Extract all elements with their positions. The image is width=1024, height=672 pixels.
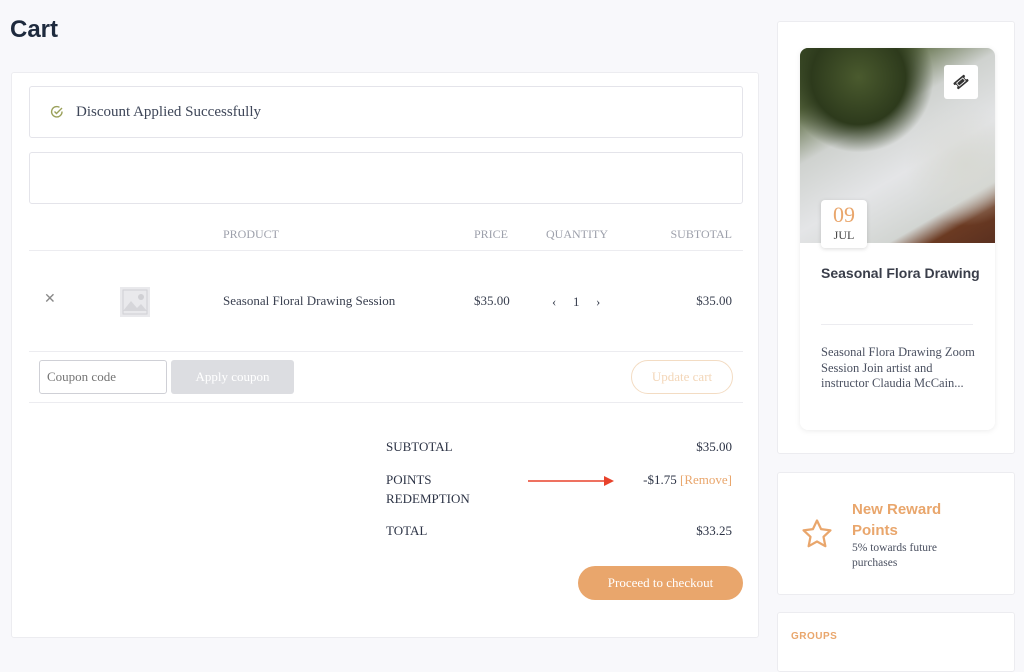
event-widget: 09 JUL Seasonal Flora Drawing Seasonal F… bbox=[777, 21, 1015, 454]
remove-item-icon[interactable]: ✕ bbox=[44, 292, 56, 307]
reward-widget: New Reward Points 5% towards future purch… bbox=[777, 472, 1015, 595]
notice-text: Discount Applied Successfully bbox=[76, 103, 261, 120]
cart-panel: Discount Applied Successfully PRODUCT PR… bbox=[11, 72, 759, 638]
proceed-to-checkout-button[interactable]: Proceed to checkout bbox=[578, 566, 743, 600]
groups-heading: GROUPS bbox=[791, 631, 838, 642]
points-amount: -$1.75 bbox=[643, 472, 677, 487]
quantity-increase-button[interactable]: › bbox=[596, 294, 601, 309]
arrow-annotation-icon bbox=[528, 476, 614, 486]
quantity-decrease-button[interactable]: ‹ bbox=[552, 294, 557, 309]
divider bbox=[821, 324, 973, 325]
divider bbox=[29, 402, 743, 403]
reward-title-line2: Points bbox=[852, 522, 898, 539]
total-value: $33.25 bbox=[696, 523, 732, 538]
event-day: 09 bbox=[833, 202, 855, 227]
coupon-code-input[interactable] bbox=[39, 360, 167, 394]
event-title[interactable]: Seasonal Flora Drawing bbox=[821, 265, 980, 281]
empty-notice-box bbox=[29, 152, 743, 204]
product-subtotal: $35.00 bbox=[696, 293, 732, 308]
product-price: $35.00 bbox=[474, 293, 510, 308]
header-product: PRODUCT bbox=[223, 227, 280, 241]
product-name-link[interactable]: Seasonal Floral Drawing Session bbox=[223, 293, 396, 308]
event-date-badge: 09 JUL bbox=[821, 200, 867, 248]
update-cart-button[interactable]: Update cart bbox=[631, 360, 733, 394]
header-price: PRICE bbox=[474, 227, 509, 241]
apply-coupon-button[interactable]: Apply coupon bbox=[171, 360, 294, 394]
reward-title-line1: New Reward bbox=[852, 501, 942, 518]
success-notice: Discount Applied Successfully bbox=[29, 86, 743, 138]
reward-subtitle: 5% towards future purchases bbox=[852, 542, 937, 569]
points-label-line1: POINTS bbox=[386, 472, 432, 487]
event-description: Seasonal Flora Drawing Zoom Session Join… bbox=[821, 345, 975, 390]
subtotal-value: $35.00 bbox=[696, 439, 732, 454]
divider bbox=[29, 250, 743, 251]
points-label: POINTS REDEMPTION bbox=[386, 472, 470, 510]
star-icon bbox=[802, 519, 832, 548]
remove-points-link[interactable]: [Remove] bbox=[680, 472, 732, 487]
points-value: -$1.75 [Remove] bbox=[643, 472, 732, 488]
header-subtotal: SUBTOTAL bbox=[670, 227, 733, 241]
page-title: Cart bbox=[10, 16, 59, 43]
event-month: JUL bbox=[833, 228, 855, 242]
header-quantity: QUANTITY bbox=[546, 227, 608, 241]
quantity-value[interactable]: 1 bbox=[573, 294, 580, 309]
points-label-line2: REDEMPTION bbox=[386, 491, 470, 506]
event-card[interactable]: 09 JUL Seasonal Flora Drawing Seasonal F… bbox=[800, 48, 995, 430]
divider bbox=[29, 351, 743, 352]
groups-widget: GROUPS bbox=[777, 612, 1015, 672]
ticket-icon[interactable] bbox=[944, 65, 978, 99]
subtotal-label: SUBTOTAL bbox=[386, 439, 453, 454]
check-circle-icon bbox=[50, 105, 63, 118]
total-label: TOTAL bbox=[386, 523, 428, 538]
reward-title: New Reward Points bbox=[852, 499, 941, 541]
product-image-placeholder-icon[interactable] bbox=[120, 287, 150, 317]
